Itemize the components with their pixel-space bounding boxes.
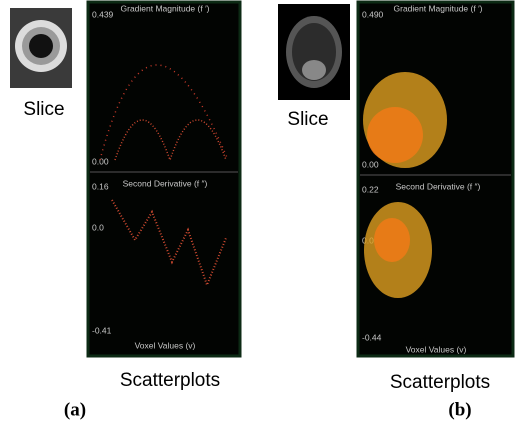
- tick-label: 0.490: [362, 9, 384, 19]
- tick-label: 0.16: [92, 181, 109, 191]
- tick-label: 0.00: [92, 156, 109, 166]
- caption: Scatterplots: [390, 372, 490, 393]
- figure: Slice Gradient Magnitude (f ′) 0.439 0.0…: [0, 0, 521, 427]
- tick-label: 0.439: [92, 9, 114, 19]
- plot-title: Gradient Magnitude (f ′): [121, 3, 210, 13]
- panel-a: Slice Gradient Magnitude (f ′) 0.439 0.0…: [10, 2, 240, 420]
- tick-label: -0.41: [92, 325, 112, 335]
- panel-label: (b): [448, 399, 471, 420]
- plot-title: Second Derivative (f ″): [396, 181, 481, 191]
- caption: Scatterplots: [120, 370, 220, 391]
- skull-bone: [302, 60, 326, 80]
- panel-label: (a): [64, 399, 86, 420]
- slice-label: Slice: [287, 109, 328, 130]
- plot-title: Gradient Magnitude (f ′): [394, 3, 483, 13]
- plot-title: Second Derivative (f ″): [123, 178, 208, 188]
- tick-label: -0.44: [362, 332, 382, 342]
- x-axis-label: Voxel Values (v): [135, 340, 196, 350]
- slice-label: Slice: [23, 99, 64, 120]
- ring-inner: [29, 34, 53, 58]
- x-axis-label: Voxel Values (v): [406, 344, 467, 354]
- plot-frame: [358, 2, 513, 356]
- scatter-core: [374, 218, 410, 262]
- scatter-core: [367, 107, 423, 163]
- tick-label: 0.00: [362, 159, 379, 169]
- tick-label: 0.0: [92, 222, 104, 232]
- panel-b: Slice Gradient Magnitude (f ′) 0.490 0.0…: [278, 2, 513, 420]
- tick-label: 0.22: [362, 184, 379, 194]
